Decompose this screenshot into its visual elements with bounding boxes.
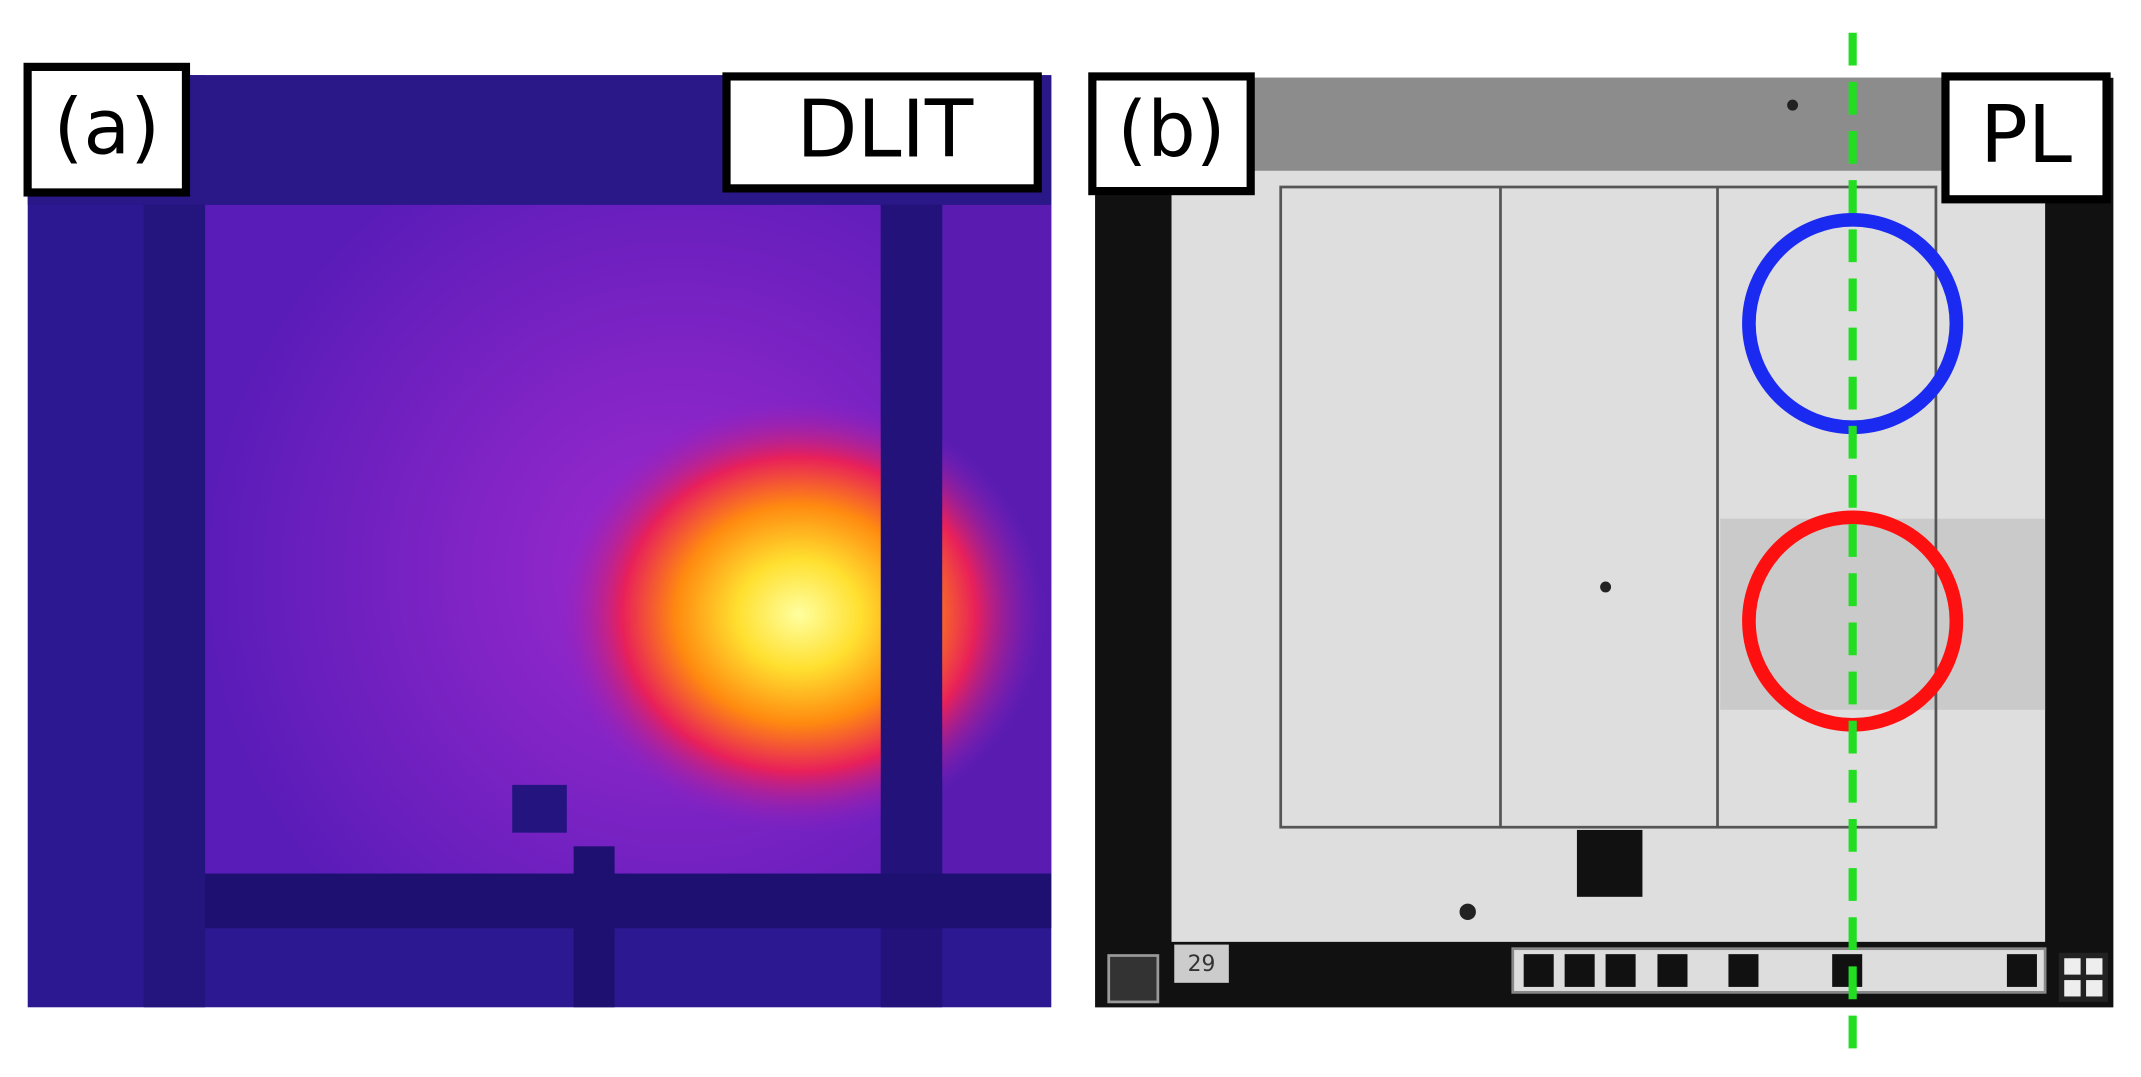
panel-tag: DLIT	[796, 84, 973, 176]
panel-label: (b)	[1117, 86, 1225, 175]
tag-pl: PL	[1941, 72, 2111, 204]
label-a: (a)	[23, 62, 191, 197]
panel-tag: PL	[1980, 89, 2072, 181]
sample-marker: 29	[1188, 952, 1216, 977]
pl-image: 29	[1095, 77, 2114, 1008]
tag-dlit: DLIT	[722, 72, 1042, 193]
label-b: (b)	[1088, 72, 1255, 196]
dlit-image	[27, 75, 1052, 1008]
panel-label: (a)	[54, 83, 160, 172]
